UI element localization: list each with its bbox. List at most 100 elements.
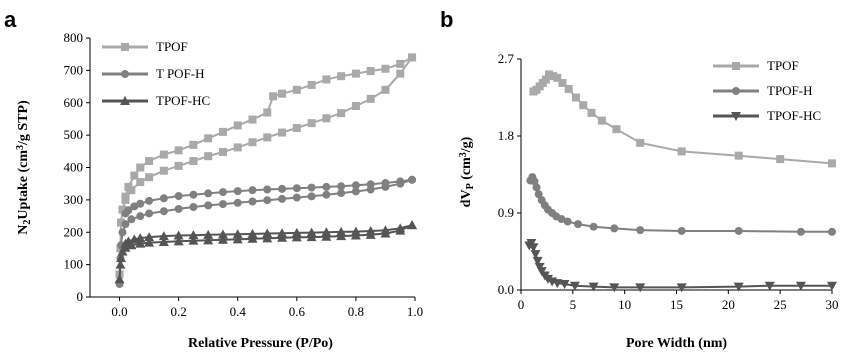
- series-2-adsorption-point: [248, 197, 257, 206]
- panel-letter-a: a: [4, 7, 17, 32]
- series-1-adsorption-point: [233, 143, 242, 152]
- series-1-desorption-point: [218, 127, 227, 136]
- panel-a-y-title-part: /g STP): [16, 100, 31, 146]
- panel-a-y-tick-label: 0: [77, 289, 84, 304]
- b-series-2-point: [734, 226, 743, 235]
- panel-a-x-tick-label: 0.6: [289, 304, 306, 319]
- series-3-desorption-point: [277, 228, 288, 238]
- series-2-desorption-point: [351, 181, 360, 190]
- series-2-adsorption-point: [118, 228, 127, 237]
- series-1-desorption-point: [136, 163, 145, 172]
- series-3-adsorption-point: [203, 235, 214, 245]
- series-2-desorption-point: [396, 177, 405, 186]
- panel-letter-b: b: [440, 7, 453, 32]
- series-3-desorption-point: [336, 226, 347, 236]
- series-3-adsorption-point: [115, 259, 126, 269]
- series-1-adsorption-point: [263, 133, 272, 142]
- series-3-desorption-point: [321, 227, 332, 237]
- panel-a-x-tick-label: 0.4: [230, 304, 247, 319]
- b-series-2-point: [557, 214, 566, 223]
- b-series-3-line: [528, 241, 832, 289]
- series-2-adsorption-point: [127, 215, 136, 224]
- b-series-3-point: [609, 283, 620, 293]
- legend-label-1: TPOF: [156, 39, 188, 54]
- b-series-1-point: [587, 108, 596, 117]
- b-series-3-point: [733, 282, 744, 292]
- series-1-desorption-point: [292, 85, 301, 94]
- legend-label-3: TPOF-HC: [156, 93, 210, 108]
- series-2-desorption-point: [233, 187, 242, 196]
- b-series-2-point: [574, 220, 583, 229]
- series-3-adsorption-point: [277, 232, 288, 242]
- series-2-adsorption-point: [204, 201, 213, 210]
- series-1-desorption-point: [351, 69, 360, 78]
- panel-a-x-tick-label: 0.2: [171, 304, 187, 319]
- series-2-desorption-point: [189, 190, 198, 199]
- series-1-desorption-point: [408, 53, 417, 62]
- series-2-desorption-point: [130, 202, 139, 211]
- b-series-1-point: [579, 101, 588, 110]
- series-3-adsorption-point: [232, 234, 243, 244]
- series-1-desorption-point: [130, 171, 139, 180]
- series-2-desorption-point: [292, 184, 301, 193]
- panel-b-y-title-part: dV: [459, 189, 474, 207]
- b-series-3-point: [552, 279, 563, 289]
- legend-marker-2: [121, 70, 129, 78]
- panel-b-y-title-part: P: [465, 183, 476, 189]
- series-2-adsorption-point: [121, 220, 130, 229]
- series-2-desorption-point: [174, 191, 183, 200]
- series-3-desorption-point: [291, 227, 302, 237]
- panel-b-x-tick-label: 10: [618, 297, 631, 312]
- series-1-desorption-point: [233, 121, 242, 130]
- series-1-adsorption-point: [396, 69, 405, 78]
- series-2-desorption-point: [263, 185, 272, 194]
- b-series-2-point: [563, 217, 572, 226]
- b-series-1-point: [636, 138, 645, 147]
- series-1-desorption-point: [248, 115, 257, 124]
- b-series-1-point: [558, 78, 567, 87]
- legend-marker-3: [120, 96, 130, 105]
- series-2-adsorption-point: [218, 200, 227, 209]
- series-1-desorption-point: [337, 72, 346, 81]
- panel-a-y-tick-label: 700: [64, 62, 84, 77]
- panel-a-y-title-part: N: [16, 225, 31, 235]
- legend-marker-3: [731, 112, 741, 121]
- b-series-3-point: [559, 280, 570, 290]
- series-3-adsorption-point: [158, 236, 169, 246]
- b-series-1-point: [541, 75, 550, 84]
- series-3-desorption-point: [158, 231, 169, 241]
- series-3-adsorption-point: [114, 274, 125, 284]
- series-2-desorption-point: [278, 184, 287, 193]
- series-1-adsorption-point: [145, 173, 154, 182]
- series-1-desorption-point: [174, 146, 183, 155]
- series-2-desorption-point: [381, 179, 390, 188]
- series-3-desorption-point: [120, 238, 131, 248]
- panel-b-y-tick-label: 2.7: [498, 51, 515, 66]
- b-series-3-point: [569, 281, 580, 291]
- series-2-desorption-point: [408, 175, 417, 184]
- series-2-desorption-point: [159, 194, 168, 203]
- series-1-adsorption-point: [117, 218, 126, 227]
- b-series-2-point: [677, 226, 686, 235]
- panel-a-y-tick-label: 300: [64, 192, 84, 207]
- series-1-adsorption-point: [381, 85, 390, 94]
- panel-b-y-title-part: /g): [459, 136, 474, 153]
- series-2-desorption-point: [204, 189, 213, 198]
- series-1-adsorption-point: [322, 114, 331, 123]
- series-1-adsorption-point: [136, 178, 145, 187]
- b-series-1-point: [553, 73, 562, 82]
- series-1-desorption-point: [381, 64, 390, 73]
- b-series-2-point: [636, 226, 645, 235]
- b-series-1-point: [564, 84, 573, 93]
- series-2-adsorption-point: [189, 202, 198, 211]
- series-1-desorption-point: [124, 182, 133, 191]
- series-2-desorption-point: [248, 186, 257, 195]
- panel-a-y-axis-title: N2Uptake (cm3/g STP): [15, 100, 33, 235]
- series-3-adsorption-point: [291, 232, 302, 242]
- series-3-desorption-point: [380, 225, 391, 235]
- series-3-desorption-point: [395, 223, 406, 233]
- b-series-3-point: [635, 283, 646, 293]
- panel-a-y-tick-label: 600: [64, 95, 84, 110]
- series-1-desorption-point: [263, 108, 272, 117]
